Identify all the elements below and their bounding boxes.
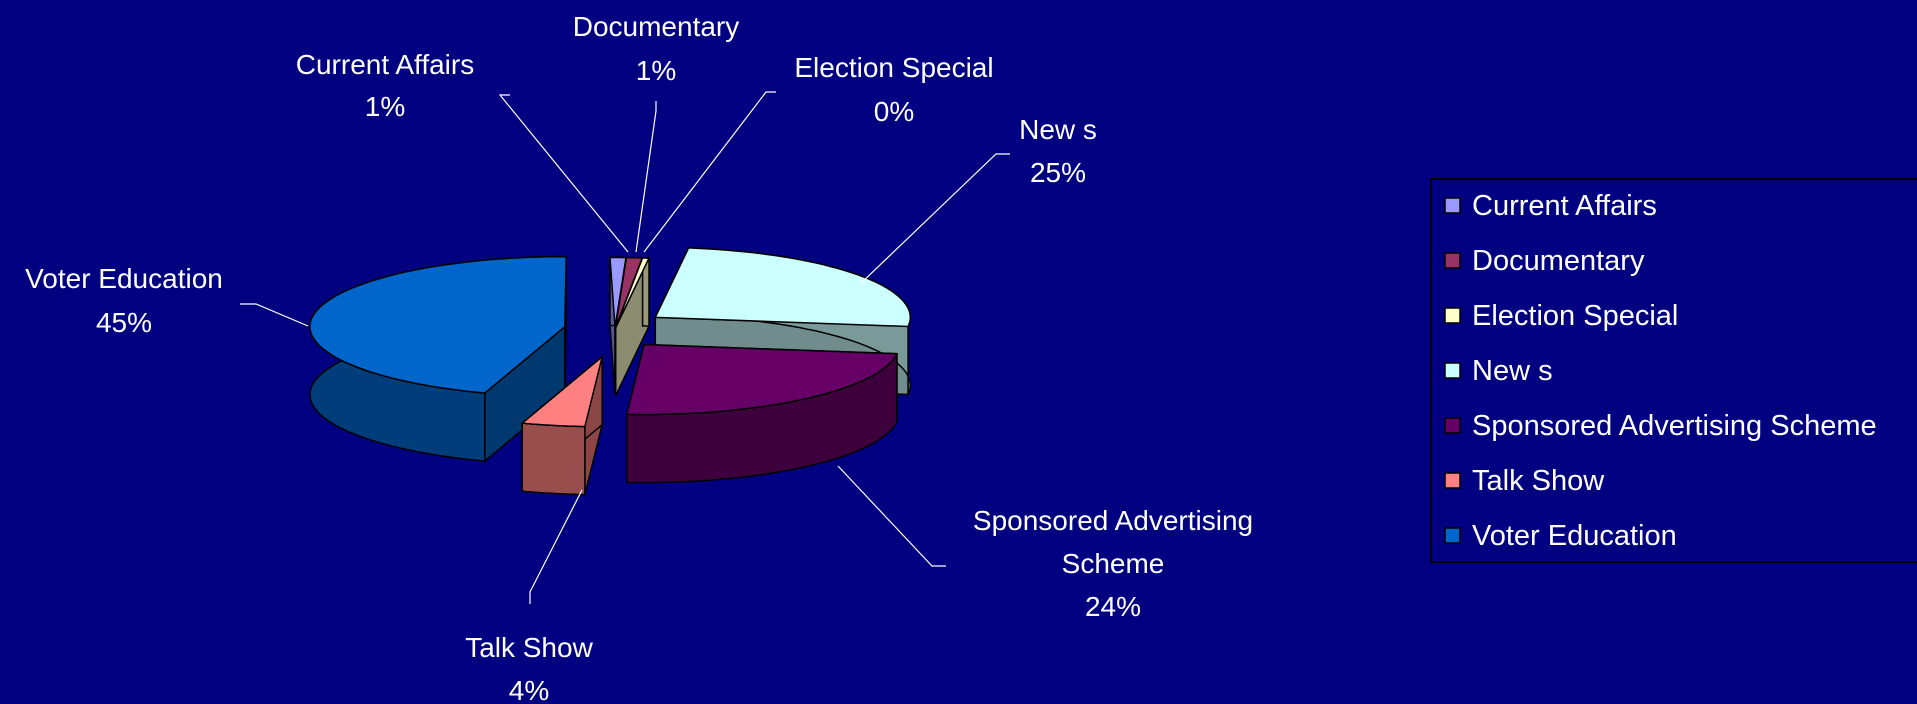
legend-swatch — [1444, 252, 1461, 269]
legend-swatch — [1444, 527, 1461, 544]
slice-top — [625, 343, 899, 416]
slices-layer — [309, 247, 912, 496]
slice-name-label-line2: Scheme — [1062, 548, 1165, 579]
data-label-current-affairs: Current Affairs 1% — [296, 49, 474, 122]
legend-swatch — [1444, 197, 1461, 214]
slice-name-label: Election Special — [794, 52, 993, 83]
legend-item-voter-education: Voter Education — [1444, 520, 1677, 552]
data-label-sponsored-advertising-scheme: Sponsored Advertising Scheme 24% — [973, 505, 1253, 622]
slice-name-label-line1: Sponsored Advertising — [973, 505, 1253, 536]
leader-line — [240, 303, 309, 327]
pie-slice-voter-education — [309, 255, 567, 463]
pie-slice-sponsored-advertising-scheme — [625, 343, 899, 484]
data-label-new-s: New s 25% — [1019, 114, 1097, 188]
legend-swatch — [1444, 362, 1461, 379]
leader-line — [529, 489, 583, 604]
legend-label: Sponsored Advertising Scheme — [1472, 410, 1877, 442]
data-labels: Current Affairs 1% Documentary 1% Election S… — [25, 11, 1253, 704]
legend-label: Election Special — [1472, 300, 1678, 332]
slice-percent-label: 25% — [1030, 157, 1086, 188]
legend-item-election-special: Election Special — [1444, 300, 1678, 332]
data-label-election-special: Election Special 0% — [794, 52, 993, 127]
leader-line — [857, 153, 1010, 287]
slice-wall — [521, 422, 586, 496]
legend-label: Documentary — [1472, 245, 1645, 277]
slice-name-label: Current Affairs — [296, 49, 474, 80]
slice-percent-label: 4% — [509, 675, 549, 704]
data-label-talk-show: Talk Show 4% — [465, 632, 593, 704]
legend-swatch — [1444, 472, 1461, 489]
legend-swatch — [1444, 307, 1461, 324]
slice-percent-label: 1% — [365, 91, 405, 122]
legend-swatch — [1444, 417, 1461, 434]
data-label-documentary: Documentary 1% — [573, 11, 740, 86]
slice-top — [654, 247, 912, 328]
leader-lines — [240, 91, 1010, 604]
slice-top — [309, 255, 567, 394]
slice-percent-label: 0% — [874, 96, 914, 127]
legend-label: New s — [1472, 355, 1553, 387]
legend-label: Voter Education — [1472, 520, 1677, 552]
slice-percent-label: 45% — [96, 307, 152, 338]
legend-box — [1430, 178, 1917, 563]
legend-item-sponsored-advertising-scheme: Sponsored Advertising Scheme — [1444, 410, 1877, 442]
pie-slice-talk-show — [520, 354, 604, 496]
slice-top — [609, 256, 627, 328]
legend-item-documentary: Documentary — [1444, 245, 1645, 277]
slice-name-label: Voter Education — [25, 263, 223, 294]
leader-line — [643, 91, 776, 253]
slice-name-label: Talk Show — [465, 632, 593, 663]
slice-top — [520, 354, 604, 428]
slice-name-label: Documentary — [573, 11, 740, 42]
legend-item-current-affairs: Current Affairs — [1444, 190, 1657, 222]
data-label-voter-education: Voter Education 45% — [25, 263, 223, 338]
leader-line — [498, 94, 629, 253]
legend-item-talk-show: Talk Show — [1444, 465, 1605, 497]
leader-line — [635, 101, 657, 253]
slice-top — [615, 257, 651, 328]
leader-line — [837, 465, 946, 567]
slice-name-label: New s — [1019, 114, 1097, 145]
pie-slice-election-special — [614, 257, 651, 396]
legend-label: Current Affairs — [1472, 190, 1657, 222]
legend-label: Talk Show — [1472, 465, 1605, 497]
slice-percent-label: 24% — [1085, 591, 1141, 622]
legend-item-new-s: New s — [1444, 355, 1553, 387]
slice-percent-label: 1% — [636, 55, 676, 86]
legend: Current Affairs Documentary Election Speci… — [1430, 178, 1917, 563]
